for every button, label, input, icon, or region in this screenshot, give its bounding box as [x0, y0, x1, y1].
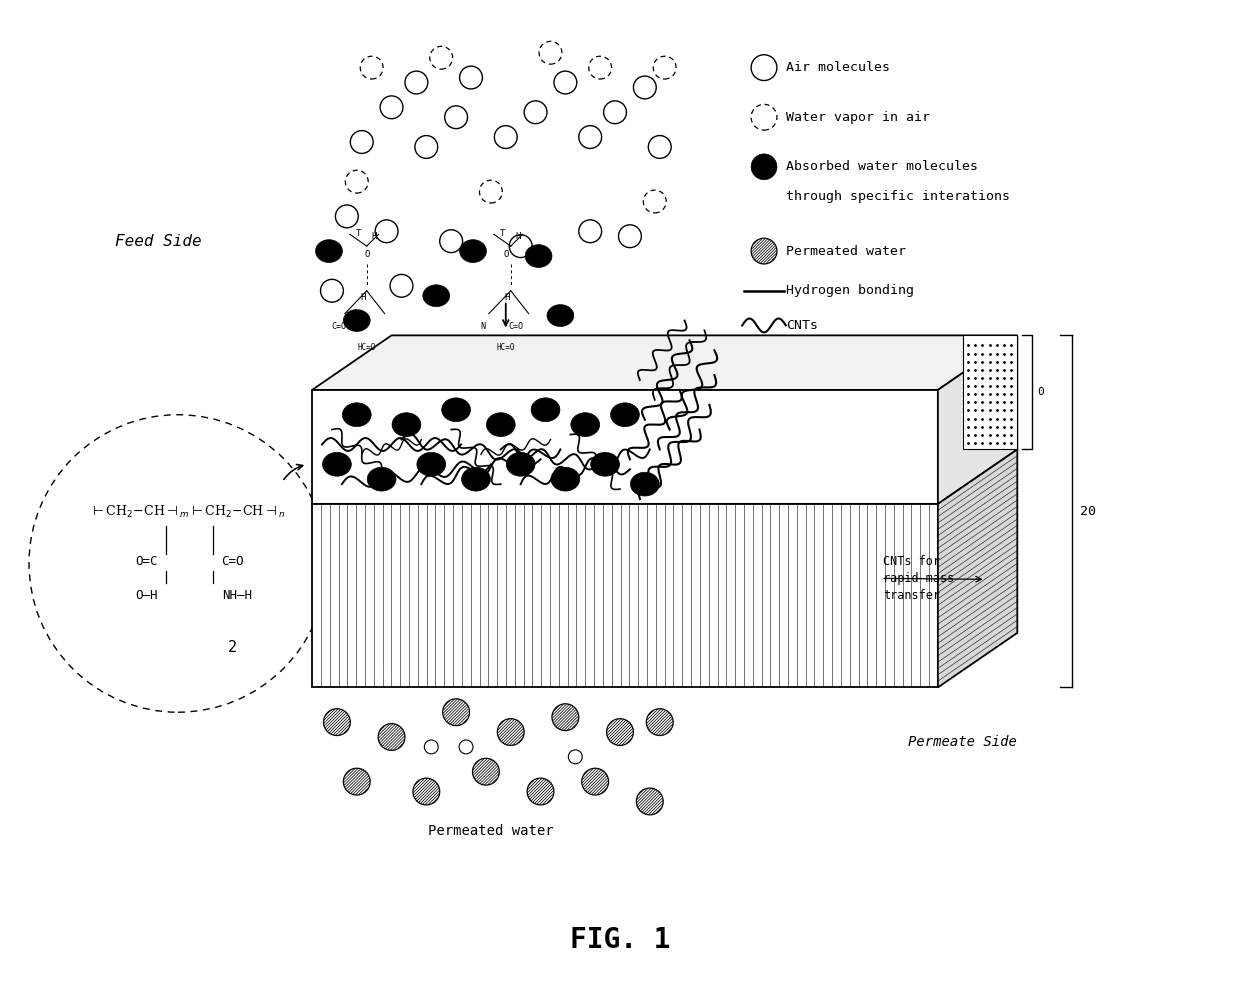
Ellipse shape: [610, 403, 640, 427]
Text: through specific interations: through specific interations: [786, 190, 1009, 203]
Polygon shape: [312, 336, 1017, 390]
Text: H: H: [505, 293, 510, 302]
Bar: [962, 336, 1017, 450]
Ellipse shape: [392, 413, 420, 437]
Ellipse shape: [461, 468, 490, 492]
Text: 20: 20: [1080, 504, 1096, 517]
Text: Permeated water: Permeated water: [786, 245, 906, 258]
Ellipse shape: [551, 468, 580, 492]
Text: $\vdash$CH$_2\!-\!$CH$\dashv_m\vdash$CH$_2\!-\!$CH$\dashv_n$: $\vdash$CH$_2\!-\!$CH$\dashv_m\vdash$CH$…: [91, 503, 285, 519]
Ellipse shape: [751, 154, 777, 180]
Text: NH–H: NH–H: [223, 588, 253, 601]
Ellipse shape: [441, 398, 470, 422]
Ellipse shape: [547, 305, 574, 327]
Text: 2: 2: [228, 640, 237, 655]
Text: H: H: [371, 232, 377, 241]
Text: Absorbed water molecules: Absorbed water molecules: [786, 160, 978, 173]
Polygon shape: [937, 450, 1017, 687]
Ellipse shape: [417, 453, 445, 477]
Ellipse shape: [343, 310, 371, 332]
Text: 0: 0: [1037, 388, 1044, 398]
Text: O–H: O–H: [135, 588, 157, 601]
Ellipse shape: [526, 245, 552, 268]
Ellipse shape: [590, 453, 620, 477]
Text: T: T: [356, 229, 361, 238]
Text: C=O: C=O: [331, 323, 346, 332]
Text: Permeated water: Permeated water: [428, 824, 554, 838]
Text: Hydrogen bonding: Hydrogen bonding: [786, 285, 914, 298]
Text: H: H: [360, 293, 366, 302]
Ellipse shape: [322, 453, 351, 477]
Text: Water vapor in air: Water vapor in air: [786, 111, 930, 124]
Ellipse shape: [315, 240, 342, 263]
Ellipse shape: [531, 398, 560, 422]
Text: CNTs: CNTs: [786, 319, 818, 332]
Text: H: H: [515, 232, 521, 241]
Text: FIG. 1: FIG. 1: [569, 926, 671, 954]
Text: N: N: [480, 323, 485, 332]
Ellipse shape: [460, 240, 486, 263]
Text: HC=O: HC=O: [496, 344, 515, 353]
Text: Permeate Side: Permeate Side: [908, 735, 1017, 749]
Ellipse shape: [630, 473, 660, 497]
Text: O: O: [503, 250, 508, 259]
Text: HC=O: HC=O: [357, 344, 376, 353]
Bar: [312, 503, 937, 687]
Ellipse shape: [342, 403, 371, 427]
Text: T: T: [500, 229, 506, 238]
Polygon shape: [937, 336, 1017, 503]
Text: O: O: [365, 250, 370, 259]
Ellipse shape: [506, 453, 536, 477]
Text: Air molecules: Air molecules: [786, 61, 890, 74]
Ellipse shape: [423, 285, 450, 307]
Text: C=O: C=O: [508, 323, 523, 332]
Text: O=C: O=C: [135, 555, 157, 568]
Ellipse shape: [486, 413, 515, 437]
Ellipse shape: [367, 468, 396, 492]
Text: CNTs for
rapid mass
transfer: CNTs for rapid mass transfer: [883, 554, 955, 601]
Ellipse shape: [570, 413, 600, 437]
Text: C=O: C=O: [222, 555, 244, 568]
Text: Feed Side: Feed Side: [115, 234, 201, 249]
Bar: [312, 390, 937, 503]
